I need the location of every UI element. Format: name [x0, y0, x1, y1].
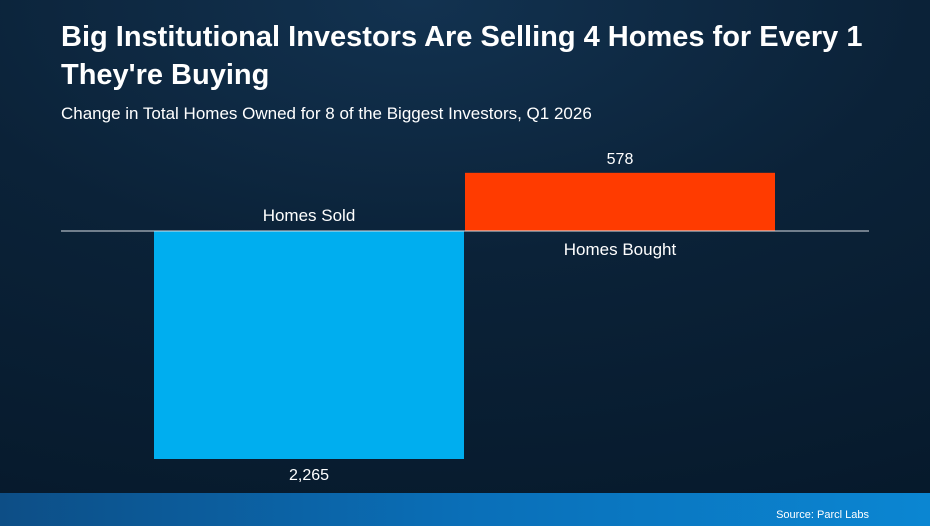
value-label-homes-bought: 578 [607, 151, 634, 168]
category-label-homes-bought: Homes Bought [564, 240, 677, 259]
value-label-homes-sold: 2,265 [289, 467, 329, 484]
source-note: Source: Parcl Labs [776, 509, 869, 521]
footer-bar [0, 493, 930, 526]
bar-homes-bought [465, 172, 775, 231]
page-subtitle: Change in Total Homes Owned for 8 of the… [61, 104, 592, 123]
bar-homes-sold [154, 231, 464, 459]
category-label-homes-sold: Homes Sold [263, 206, 356, 225]
page-title: Big Institutional Investors Are Selling … [61, 21, 863, 91]
